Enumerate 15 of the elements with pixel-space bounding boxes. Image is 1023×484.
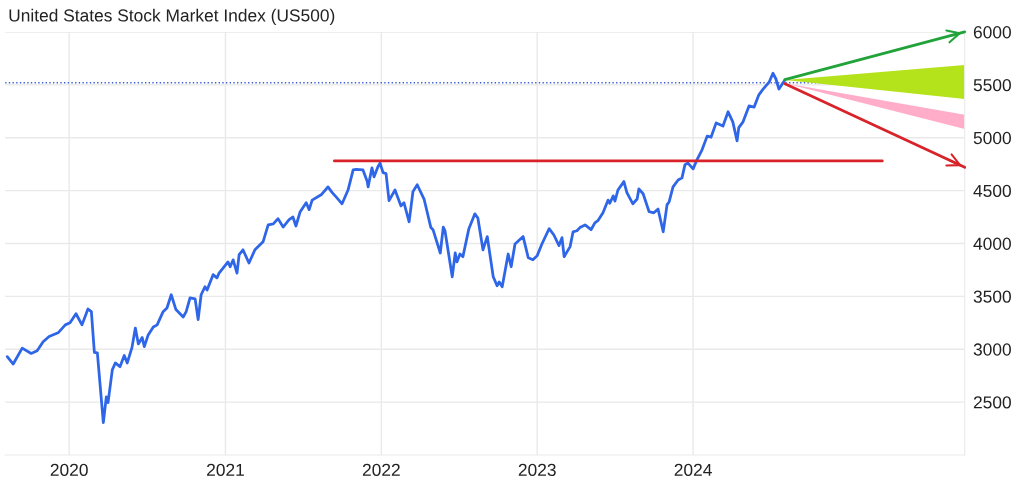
y-tick-label: 4000 bbox=[973, 237, 1011, 250]
x-tick-label: 2023 bbox=[518, 463, 556, 477]
y-tick-label: 4500 bbox=[973, 184, 1011, 198]
line-series bbox=[5, 71, 787, 425]
y-tick-label: 3000 bbox=[973, 343, 1011, 356]
x-tick-label: 2024 bbox=[674, 463, 712, 477]
y-tick-label: 2500 bbox=[973, 396, 1011, 409]
x-tick-label: 2020 bbox=[50, 463, 88, 477]
chart-title: United States Stock Market Index (US500) bbox=[9, 8, 335, 26]
y-tick-label: 5000 bbox=[973, 131, 1011, 145]
y-tick-label: 3500 bbox=[973, 290, 1011, 303]
x-tick-label: 2021 bbox=[207, 463, 244, 477]
y-tick-label: 6000 bbox=[973, 26, 1011, 39]
x-tick-label: 2022 bbox=[362, 463, 400, 477]
y-tick-label: 5500 bbox=[973, 78, 1011, 92]
